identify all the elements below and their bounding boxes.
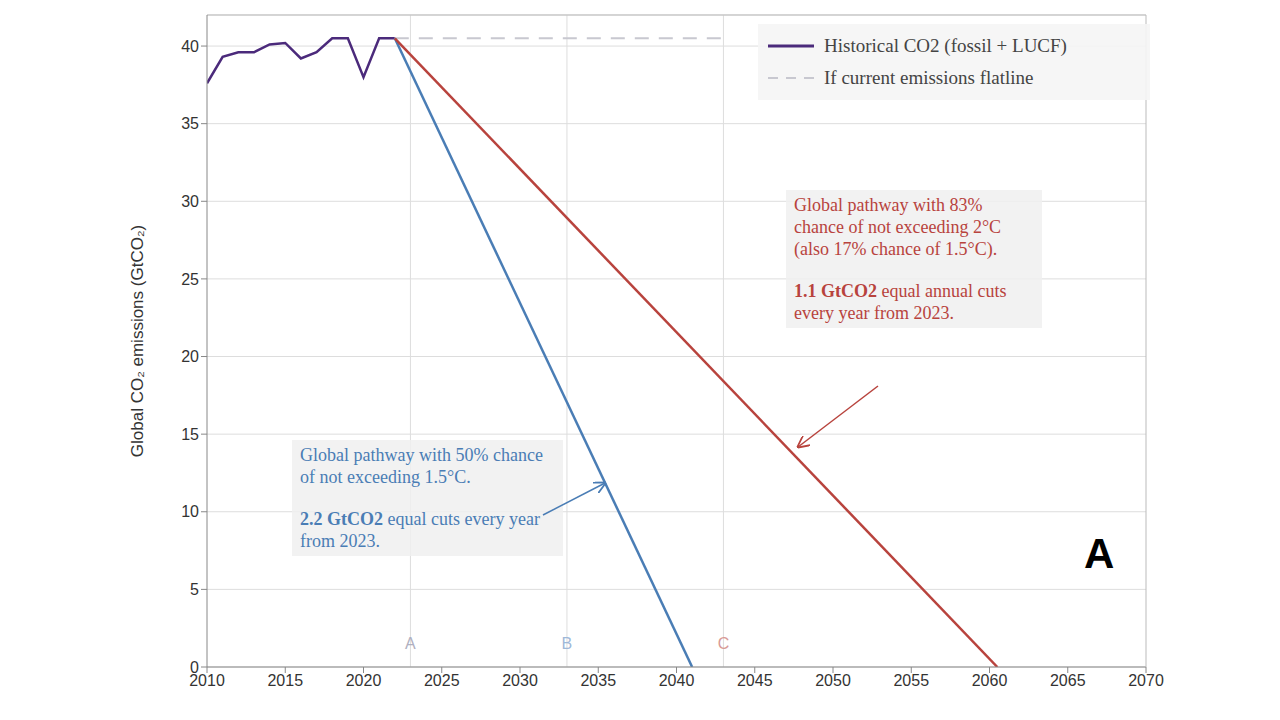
svg-text:2060: 2060 <box>972 672 1008 689</box>
svg-text:35: 35 <box>181 115 199 132</box>
svg-text:0: 0 <box>190 659 199 676</box>
html-text:Global pathway with 50% chance: Global pathway with 50% chance of not ex… <box>300 445 543 487</box>
svg-text:2045: 2045 <box>737 672 773 689</box>
svg-text:10: 10 <box>181 503 199 520</box>
svg-text:30: 30 <box>181 193 199 210</box>
html-text:Historical CO2 (fossil + LUCF): Historical CO2 (fossil + LUCF) <box>824 35 1067 56</box>
svg-text:2015: 2015 <box>267 672 303 689</box>
svg-text:40: 40 <box>181 38 199 55</box>
html-text:2.2 GtCO2 equal cuts every yea: 2.2 GtCO2 equal cuts every year from 202… <box>300 509 540 551</box>
svg-text:A: A <box>405 635 416 652</box>
html-text:A: A <box>1084 530 1115 577</box>
svg-text:2020: 2020 <box>346 672 382 689</box>
svg-text:2030: 2030 <box>502 672 538 689</box>
svg-text:2025: 2025 <box>424 672 460 689</box>
svg-text:B: B <box>562 635 573 652</box>
svg-text:2050: 2050 <box>815 672 851 689</box>
svg-text:2070: 2070 <box>1128 672 1164 689</box>
svg-text:2010: 2010 <box>189 672 225 690</box>
svg-text:2035: 2035 <box>580 672 616 689</box>
svg-text:25: 25 <box>181 271 199 288</box>
svg-text:20: 20 <box>181 348 199 365</box>
svg-text:C: C <box>718 635 730 652</box>
svg-text:Global CO₂ emissions (GtCO₂): Global CO₂ emissions (GtCO₂) <box>128 225 147 457</box>
svg-text:5: 5 <box>190 581 199 598</box>
html-text:1.1 GtCO2 equal annual cuts ev: 1.1 GtCO2 equal annual cuts every year f… <box>794 281 1007 323</box>
svg-text:2065: 2065 <box>1050 672 1086 689</box>
svg-text:2055: 2055 <box>893 672 929 689</box>
html-text:If current emissions flatline: If current emissions flatline <box>824 67 1034 88</box>
svg-text:15: 15 <box>181 426 199 443</box>
svg-text:2040: 2040 <box>659 672 695 689</box>
html-text:Global pathway with 83% chance: Global pathway with 83% chance of not ex… <box>794 195 1002 259</box>
